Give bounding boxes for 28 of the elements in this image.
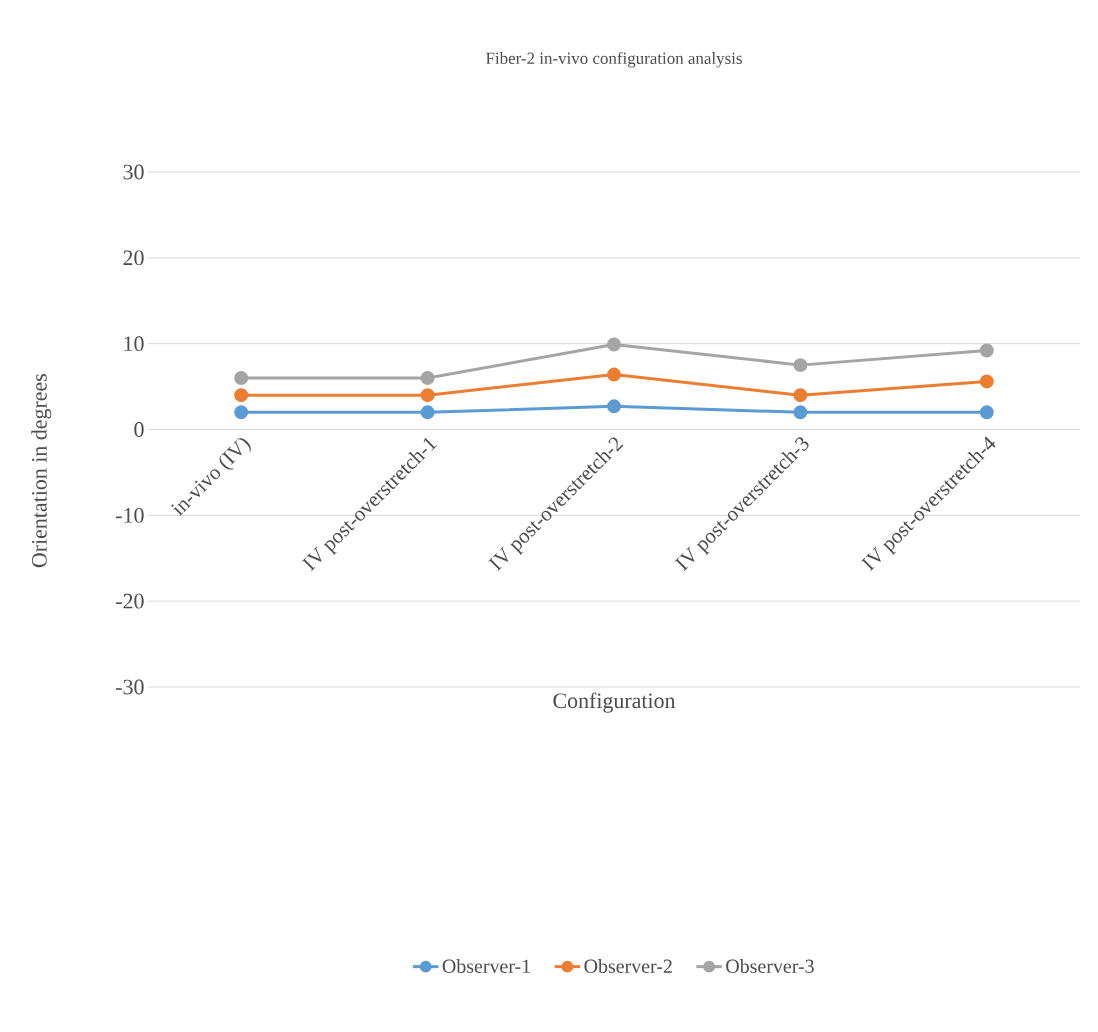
point <box>979 343 994 358</box>
chart-title: Fiber-2 in-vivo configuration analysis <box>486 51 742 68</box>
point <box>234 371 249 385</box>
point <box>234 405 249 420</box>
point <box>420 405 435 420</box>
y-tick-label: 0 <box>134 422 144 437</box>
y-tick-label: 30 <box>123 164 144 180</box>
point <box>979 405 994 420</box>
point <box>607 399 621 414</box>
point <box>607 367 621 382</box>
point <box>234 388 249 403</box>
point <box>793 405 808 420</box>
y-tick-label: -20 <box>116 593 144 609</box>
y-tick-label: 10 <box>124 336 144 352</box>
point <box>420 388 435 403</box>
legend-label: Observer-3 <box>726 958 814 973</box>
point <box>607 337 621 352</box>
y-tick-label: 20 <box>123 250 144 266</box>
legend-label: Observer-2 <box>584 958 672 973</box>
point <box>793 388 808 403</box>
y-tick-label: -30 <box>116 679 144 695</box>
point <box>793 358 808 373</box>
point <box>420 371 435 385</box>
y-axis-title: Orientation in degrees <box>31 374 52 568</box>
x-axis-title: Configuration <box>553 692 676 713</box>
y-tick-label: -10 <box>116 507 144 523</box>
legend-label: Observer-1 <box>442 958 530 973</box>
point <box>979 374 994 389</box>
